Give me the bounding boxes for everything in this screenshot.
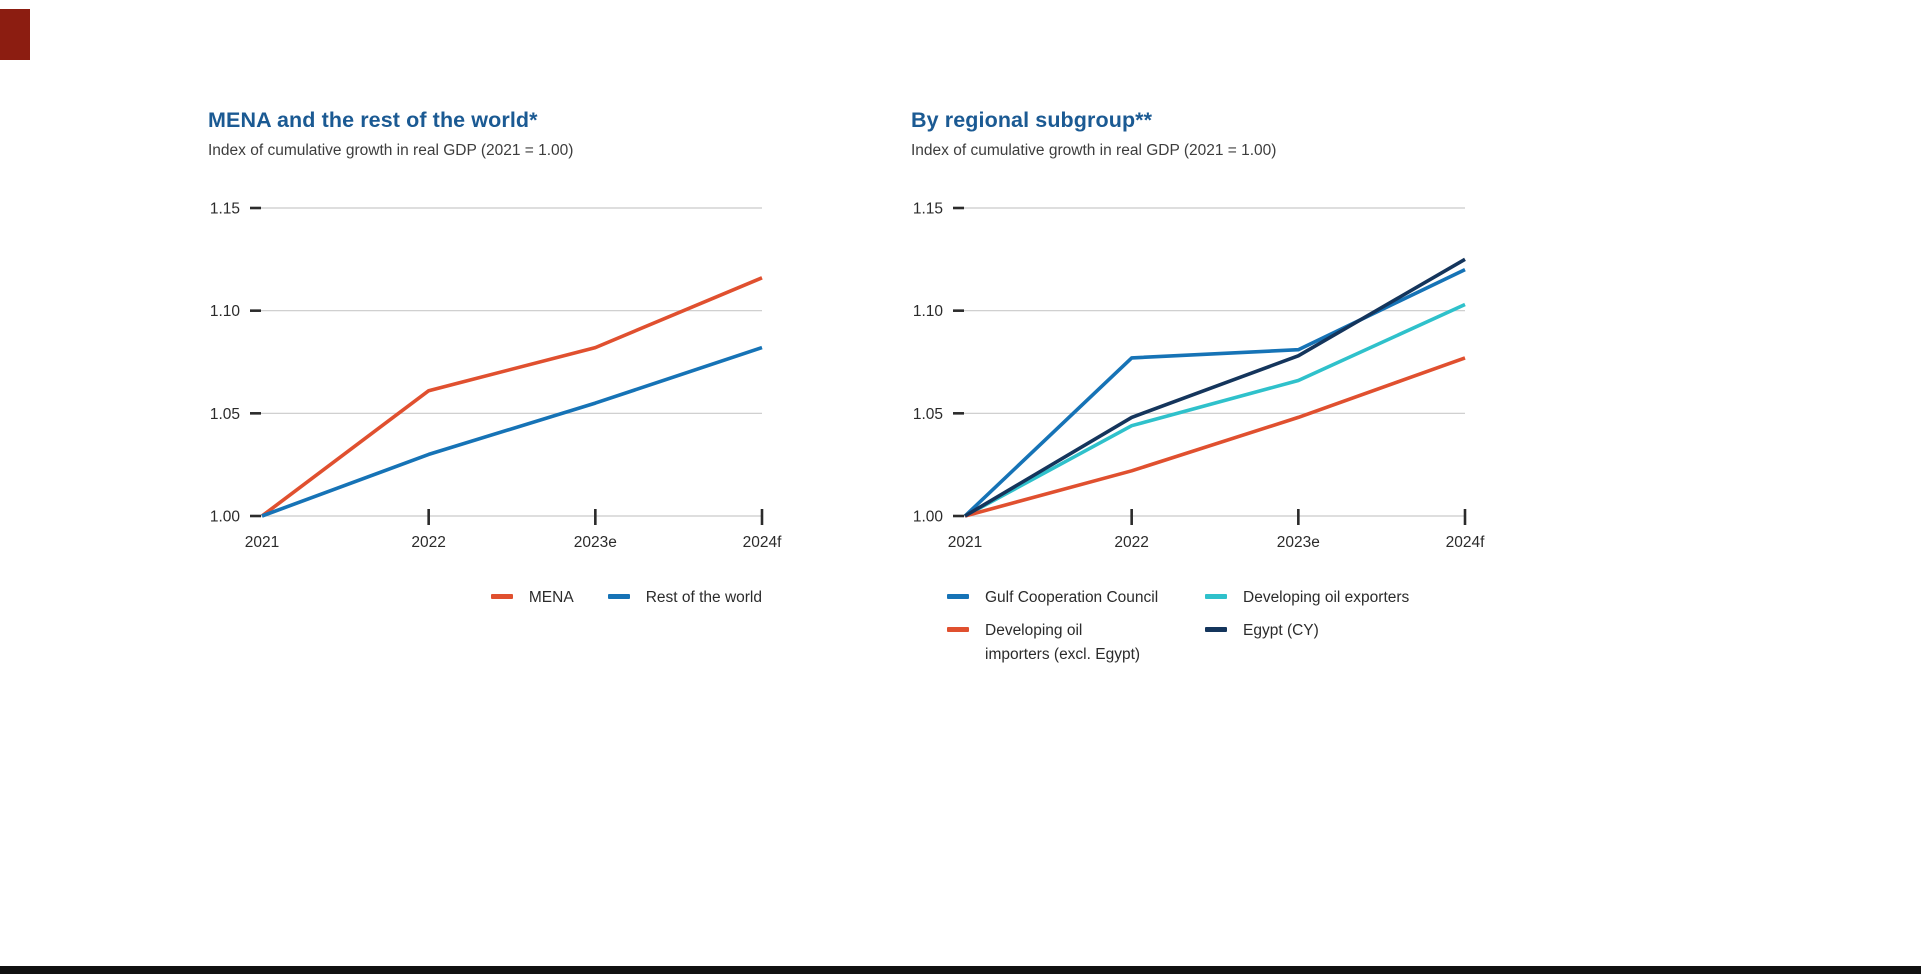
svg-text:2023e: 2023e — [1277, 534, 1320, 551]
legend-mena-vs-world: MENA Rest of the world — [208, 586, 762, 609]
legend-regional-subgroup: Gulf Cooperation Council Developing oil e… — [947, 586, 1465, 666]
chart-regional-subgroup: By regional subgroup** Index of cumulati… — [911, 108, 1485, 666]
svg-text:1.15: 1.15 — [210, 201, 240, 218]
chart-subtitle: Index of cumulative growth in real GDP (… — [911, 142, 1277, 159]
svg-text:1.15: 1.15 — [913, 201, 943, 218]
legend-item: MENA — [490, 586, 574, 609]
svg-text:1.00: 1.00 — [210, 509, 241, 526]
legend-item: Gulf Cooperation Council — [947, 586, 1205, 609]
line-chart-mena-vs-world: 1.00 1.05 1.10 1.15 2021 2022 2023e 2024f — [210, 201, 782, 552]
legend-swatch — [947, 594, 969, 599]
logo-mark — [0, 9, 30, 60]
svg-text:1.10: 1.10 — [913, 303, 944, 320]
svg-text:2022: 2022 — [1114, 534, 1148, 551]
svg-text:1.05: 1.05 — [913, 406, 943, 423]
legend-item: Developing oil exporters — [1205, 586, 1465, 609]
legend-swatch — [490, 594, 513, 599]
legend-swatch — [1205, 594, 1227, 599]
legend-label: MENA — [528, 589, 574, 606]
chart-mena-vs-world: MENA and the rest of the world* Index of… — [208, 108, 782, 609]
svg-text:1.10: 1.10 — [210, 303, 241, 320]
legend-swatch — [607, 594, 630, 599]
svg-text:1.00: 1.00 — [913, 509, 944, 526]
chart-subtitle: Index of cumulative growth in real GDP (… — [208, 142, 574, 159]
legend-label: Rest of the world — [645, 589, 762, 606]
line-chart-regional-subgroup: 1.00 1.05 1.10 1.15 2021 2022 2023e 2024f — [913, 201, 1485, 552]
footer-bar — [0, 966, 1921, 974]
svg-text:2024f: 2024f — [1446, 534, 1485, 551]
legend-label: Gulf Cooperation Council — [985, 589, 1159, 606]
svg-text:1.05: 1.05 — [210, 406, 240, 423]
legend-swatch — [947, 627, 969, 632]
svg-text:2021: 2021 — [245, 534, 279, 551]
svg-text:2021: 2021 — [948, 534, 982, 551]
svg-text:2023e: 2023e — [574, 534, 617, 551]
chart-title: MENA and the rest of the world* — [208, 108, 538, 132]
svg-text:2022: 2022 — [411, 534, 445, 551]
legend-item: Developing oil importers (excl. Egypt) — [947, 619, 1205, 666]
svg-text:2024f: 2024f — [743, 534, 782, 551]
legend-label: Developing oil exporters — [1243, 589, 1410, 606]
legend-item: Egypt (CY) — [1205, 619, 1465, 666]
legend-swatch — [1205, 627, 1227, 632]
legend-label: Developing oil importers (excl. Egypt) — [985, 622, 1141, 663]
legend-item: Rest of the world — [607, 586, 762, 609]
legend-label: Egypt (CY) — [1243, 622, 1319, 640]
chart-title: By regional subgroup** — [911, 108, 1153, 132]
